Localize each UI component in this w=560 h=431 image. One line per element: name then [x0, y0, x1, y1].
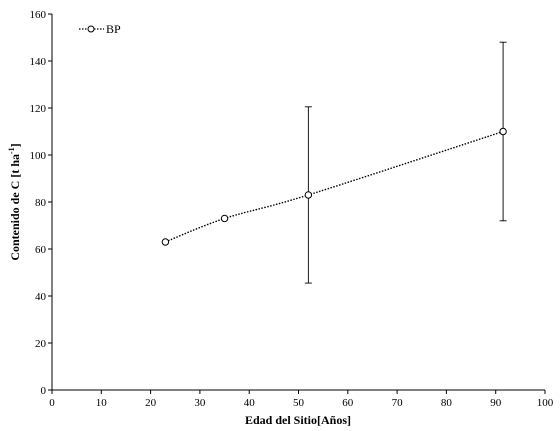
x-tick-label: 30	[194, 397, 206, 409]
data-point	[304, 191, 313, 199]
y-tick-label: 0	[41, 385, 47, 397]
error-bars	[304, 41, 507, 284]
y-axis-title-sup: -1	[7, 147, 16, 154]
y-tick-label: 60	[35, 244, 47, 256]
x-tick-label: 0	[49, 397, 55, 409]
x-axis-title: Edad del Sitio[Años]	[245, 413, 351, 427]
y-ticks: 0 20 40 60 80 100 120 140 160	[30, 9, 52, 397]
y-axis-title-end: ]	[8, 143, 22, 147]
data-point	[220, 214, 229, 223]
x-tick-label: 90	[490, 397, 502, 409]
y-tick-label: 40	[35, 291, 47, 303]
x-tick-label: 50	[293, 397, 305, 409]
y-axis-title-main: Contenido de C [t ha	[8, 154, 22, 261]
x-tick-label: 10	[96, 397, 108, 409]
y-axis-title: Contenido de C [t ha-1]	[7, 143, 22, 260]
x-tick-label: 60	[342, 397, 354, 409]
legend-label: BP	[106, 22, 121, 36]
y-tick-label: 160	[30, 9, 47, 21]
data-point	[161, 238, 170, 246]
axes	[51, 14, 545, 391]
y-tick-label: 120	[30, 103, 47, 115]
x-tick-label: 80	[441, 397, 453, 409]
y-tick-label: 140	[30, 56, 47, 68]
legend-marker	[87, 25, 95, 33]
data-point	[499, 127, 507, 136]
legend: BP	[79, 22, 121, 36]
y-tick-label: 80	[35, 197, 47, 209]
y-tick-label: 20	[35, 338, 47, 350]
series-lines	[165, 130, 504, 243]
x-tick-label: 100	[537, 397, 554, 409]
y-tick-label: 100	[30, 150, 47, 162]
x-tick-label: 40	[244, 397, 256, 409]
x-tick-label: 70	[392, 397, 404, 409]
data-points	[161, 127, 507, 246]
series-line-bp	[165, 130, 504, 243]
x-tick-label: 20	[145, 397, 157, 409]
x-ticks: 0 10 20 30 40 50 60 70 80 90 100	[49, 390, 554, 409]
